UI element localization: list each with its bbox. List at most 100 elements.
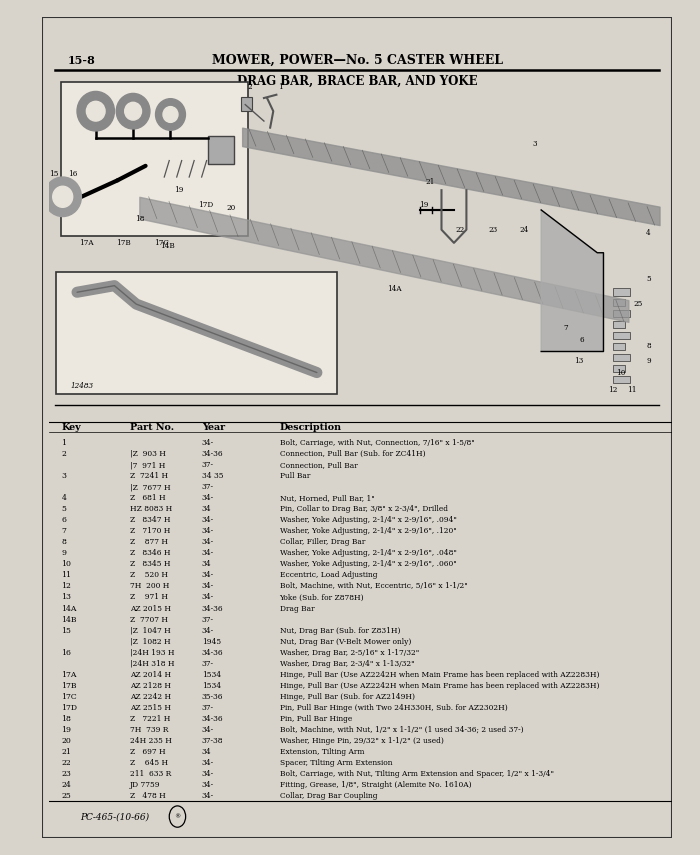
Text: AZ 2242 H: AZ 2242 H [130,693,171,701]
Text: 23: 23 [488,226,497,233]
Bar [612,343,625,351]
Text: 7H  200 H: 7H 200 H [130,582,169,591]
Text: Z    645 H: Z 645 H [130,759,168,767]
Bar [612,332,630,339]
Text: Drag Bar: Drag Bar [279,604,314,612]
Text: 15-8: 15-8 [67,55,95,66]
Ellipse shape [0,742,28,765]
Text: Pin, Pull Bar Hinge (with Two 24H330H, Sub. for AZ2302H): Pin, Pull Bar Hinge (with Two 24H330H, S… [279,704,508,712]
Text: Pin, Collar to Drag Bar, 3/8" x 2-3/4", Drilled: Pin, Collar to Drag Bar, 3/8" x 2-3/4", … [279,505,447,513]
Text: 19: 19 [174,186,183,194]
Text: ®: ® [174,814,181,819]
Text: 20: 20 [226,204,235,212]
Text: 34-: 34- [202,781,214,789]
Text: Eccentric, Load Adjusting: Eccentric, Load Adjusting [279,571,377,580]
Text: 5: 5 [62,505,66,513]
Text: 17D: 17D [198,201,214,209]
Ellipse shape [0,786,28,808]
Text: 16: 16 [68,170,78,178]
Text: Connection, Pull Bar: Connection, Pull Bar [279,461,357,469]
Text: Collar, Filler, Drag Bar: Collar, Filler, Drag Bar [279,539,365,546]
Text: 211  633 R: 211 633 R [130,770,172,778]
Text: Hinge, Pull Bar (Use AZ2242H when Main Frame has been replaced with AZ2283H): Hinge, Pull Bar (Use AZ2242H when Main F… [279,681,599,690]
Text: AZ 2128 H: AZ 2128 H [130,681,171,690]
Text: 2: 2 [62,450,66,458]
Text: 1534: 1534 [202,681,220,690]
Text: 11: 11 [62,571,71,580]
Text: AZ 2015 H: AZ 2015 H [130,604,171,612]
Bar [612,288,630,296]
Text: Hinge, Pull Bar (Use AZ2242H when Main Frame has been replaced with AZ2283H): Hinge, Pull Bar (Use AZ2242H when Main F… [279,670,599,679]
Text: Collar, Drag Bar Coupling: Collar, Drag Bar Coupling [279,792,377,800]
Text: 37-: 37- [202,461,214,469]
Text: 17A: 17A [62,670,77,679]
Text: 34-36: 34-36 [202,715,223,722]
Text: AZ 2014 H: AZ 2014 H [130,670,171,679]
Text: |24H 193 H: |24H 193 H [130,649,174,657]
Text: 18: 18 [62,715,71,722]
Text: 34-36: 34-36 [202,649,223,657]
Text: 34-: 34- [202,627,214,634]
Text: 17D: 17D [62,704,78,712]
Text: 24H 235 H: 24H 235 H [130,737,172,745]
Text: Z  7707 H: Z 7707 H [130,616,168,623]
Text: Washer, Yoke Adjusting, 2-1/4" x 2-9/16", .060": Washer, Yoke Adjusting, 2-1/4" x 2-9/16"… [279,560,456,569]
Text: 13: 13 [62,593,71,601]
Text: 1534: 1534 [202,670,220,679]
Text: 25: 25 [62,792,71,800]
Text: Washer, Drag Bar, 2-3/4" x 1-13/32": Washer, Drag Bar, 2-3/4" x 1-13/32" [279,660,414,668]
Text: 7: 7 [564,324,568,333]
Circle shape [163,107,178,122]
Text: 4: 4 [62,494,66,502]
Text: 1945: 1945 [202,638,220,646]
Text: 3: 3 [533,140,537,148]
Ellipse shape [0,699,28,722]
Ellipse shape [0,133,28,156]
Text: Washer, Yoke Adjusting, 2-1/4" x 2-9/16", .120": Washer, Yoke Adjusting, 2-1/4" x 2-9/16"… [279,528,456,535]
Text: 14A: 14A [62,604,77,612]
Text: |Z  1047 H: |Z 1047 H [130,627,171,634]
Ellipse shape [0,90,28,113]
Ellipse shape [0,394,28,417]
Circle shape [77,91,114,131]
Circle shape [155,98,186,130]
Text: 34-36: 34-36 [202,450,223,458]
Bar [612,365,625,372]
Text: 34: 34 [202,505,211,513]
Text: Washer, Yoke Adjusting, 2-1/4" x 2-9/16", .094": Washer, Yoke Adjusting, 2-1/4" x 2-9/16"… [279,516,456,524]
Text: 4: 4 [646,229,650,237]
Text: 10: 10 [62,560,71,569]
Text: 34-: 34- [202,792,214,800]
Bar [612,376,630,383]
Text: 1: 1 [62,439,66,447]
Text: 3: 3 [62,472,66,480]
Ellipse shape [0,351,28,374]
Ellipse shape [0,221,28,244]
Ellipse shape [0,568,28,591]
Text: 21: 21 [426,178,435,186]
Text: 21: 21 [62,748,71,756]
Text: Z   8346 H: Z 8346 H [130,549,171,557]
Text: 37-: 37- [202,616,214,623]
Text: |Z  903 H: |Z 903 H [130,450,166,458]
Text: |24H 318 H: |24H 318 H [130,660,174,668]
Text: 34-: 34- [202,571,214,580]
Text: 16: 16 [62,649,71,657]
Text: 34-: 34- [202,549,214,557]
Text: 17C: 17C [62,693,77,701]
Text: Washer, Hinge Pin, 29/32" x 1-1/2" (2 used): Washer, Hinge Pin, 29/32" x 1-1/2" (2 us… [279,737,443,745]
Circle shape [44,177,81,216]
Text: 34-: 34- [202,439,214,447]
Text: 22: 22 [456,226,465,233]
Text: Z   7170 H: Z 7170 H [130,528,170,535]
Text: 9: 9 [62,549,66,557]
Text: MOWER, POWER—No. 5 CASTER WHEEL: MOWER, POWER—No. 5 CASTER WHEEL [211,54,503,67]
Text: 24: 24 [519,226,528,233]
Ellipse shape [0,438,28,461]
Text: 14A: 14A [388,285,402,293]
Text: 5: 5 [646,275,650,283]
Text: Part No.: Part No. [130,423,174,432]
Text: 17A: 17A [79,239,94,247]
Bar [612,299,625,306]
Text: |Z  1082 H: |Z 1082 H [130,638,171,646]
